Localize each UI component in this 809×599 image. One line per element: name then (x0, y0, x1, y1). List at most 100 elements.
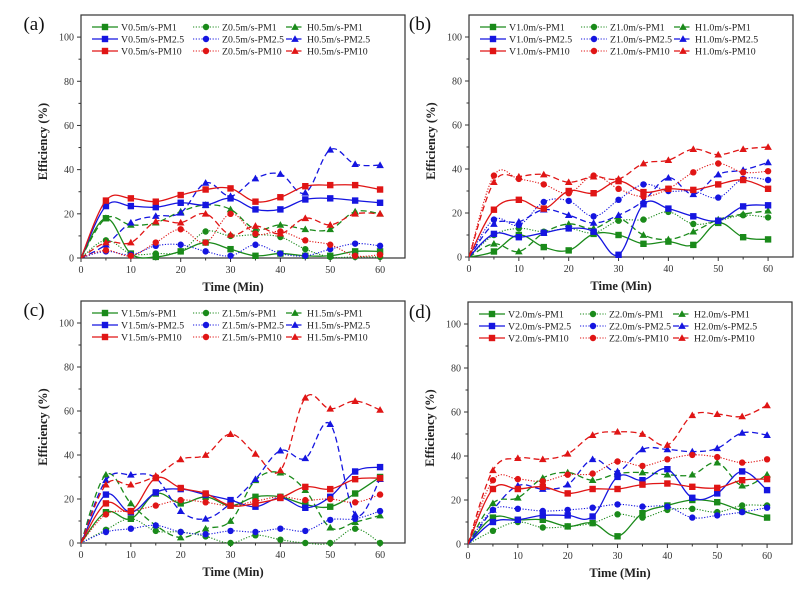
data-point (102, 480, 110, 488)
legend-label: V1.0m/s-PM2.5 (509, 35, 572, 46)
legend-item: V2.0m/s-PM10 (479, 334, 569, 345)
data-point (588, 476, 597, 484)
data-point (326, 523, 335, 531)
data-point (615, 251, 622, 258)
legend-label: H1.0m/s-PM10 (695, 47, 756, 58)
data-point (327, 241, 334, 248)
data-point (564, 211, 573, 219)
legend-label: H2.0m/s-PM10 (694, 334, 755, 345)
data-point (327, 495, 334, 503)
data-point (152, 527, 159, 535)
legend-label: V1.0m/s-PM1 (509, 23, 565, 34)
data-point (689, 145, 698, 153)
series-line (81, 510, 381, 544)
data-point (202, 239, 209, 246)
x-tick-label: 60 (375, 550, 385, 561)
legend-label: V2.0m/s-PM2.5 (508, 322, 571, 333)
legend-label: H0.5m/s-PM2.5 (307, 35, 370, 46)
data-point (689, 494, 696, 501)
data-point (252, 252, 259, 259)
legend-marker (589, 334, 597, 342)
data-point (490, 240, 498, 247)
data-point (227, 252, 234, 259)
data-point (564, 178, 573, 186)
data-point (376, 539, 384, 547)
panel-label: (c) (23, 300, 44, 321)
data-point (177, 191, 184, 199)
data-point (715, 181, 722, 188)
data-point (563, 480, 572, 488)
data-point (540, 205, 547, 212)
data-point (127, 218, 135, 226)
data-point (277, 250, 284, 257)
data-point (614, 485, 621, 493)
x-tick-label: 60 (762, 551, 772, 562)
data-point (376, 242, 384, 250)
legend-label: Z1.0m/s-PM10 (610, 47, 670, 58)
data-point (714, 499, 721, 506)
x-tick-label: 0 (79, 550, 84, 561)
legend-marker (589, 310, 597, 318)
data-point (589, 485, 596, 493)
data-point (376, 511, 384, 519)
data-point (152, 239, 159, 246)
data-point (327, 253, 334, 261)
data-point (663, 441, 672, 448)
data-point (764, 214, 772, 221)
legend-item: H0.5m/s-PM1 (286, 23, 363, 34)
y-tick-label: 80 (64, 77, 74, 88)
data-point (640, 188, 647, 196)
data-point (589, 172, 598, 180)
data-point (614, 501, 621, 508)
data-point (102, 500, 110, 507)
y-tick-label: 60 (64, 407, 74, 418)
data-point (490, 172, 498, 179)
data-point (640, 201, 647, 208)
legend-label: H0.5m/s-PM10 (307, 47, 368, 58)
y-tick-label: 100 (59, 33, 74, 44)
data-point (490, 220, 498, 227)
legend-item: Z1.5m/s-PM2.5 (193, 321, 284, 332)
data-point (102, 476, 110, 484)
data-point (764, 176, 772, 184)
data-point (252, 206, 259, 213)
data-point (763, 486, 771, 494)
data-point (639, 197, 648, 204)
data-point (589, 219, 598, 226)
data-point (227, 245, 234, 253)
data-point (151, 217, 160, 225)
data-point (514, 475, 522, 483)
data-point (227, 210, 234, 218)
legend-marker (488, 322, 496, 330)
data-point (663, 470, 672, 478)
data-point (613, 428, 622, 435)
data-point (739, 169, 747, 176)
data-point (302, 483, 309, 491)
data-point (539, 170, 548, 178)
legend-marker (590, 35, 598, 43)
data-point (738, 459, 746, 466)
data-point (763, 504, 771, 511)
legend-item: V1.0m/s-PM2.5 (480, 35, 572, 46)
data-point (252, 498, 259, 505)
data-point (614, 175, 623, 182)
data-point (764, 168, 772, 175)
data-point (327, 195, 334, 202)
data-point (564, 523, 571, 530)
legend-marker (291, 35, 299, 42)
data-point (226, 205, 235, 213)
y-tick-label: 40 (452, 165, 462, 176)
legend-item: Z1.0m/s-PM2.5 (581, 35, 672, 46)
data-point (614, 511, 621, 518)
plot-frame (80, 300, 406, 544)
data-point (326, 221, 335, 228)
legend-label: Z1.5m/s-PM1 (222, 309, 277, 320)
data-point (202, 228, 209, 235)
data-point (540, 243, 547, 251)
legend-marker (678, 310, 686, 317)
data-point (177, 248, 184, 255)
data-point (152, 489, 159, 496)
data-point (715, 194, 722, 201)
data-point (589, 470, 596, 477)
x-tick-label: 50 (712, 551, 722, 562)
